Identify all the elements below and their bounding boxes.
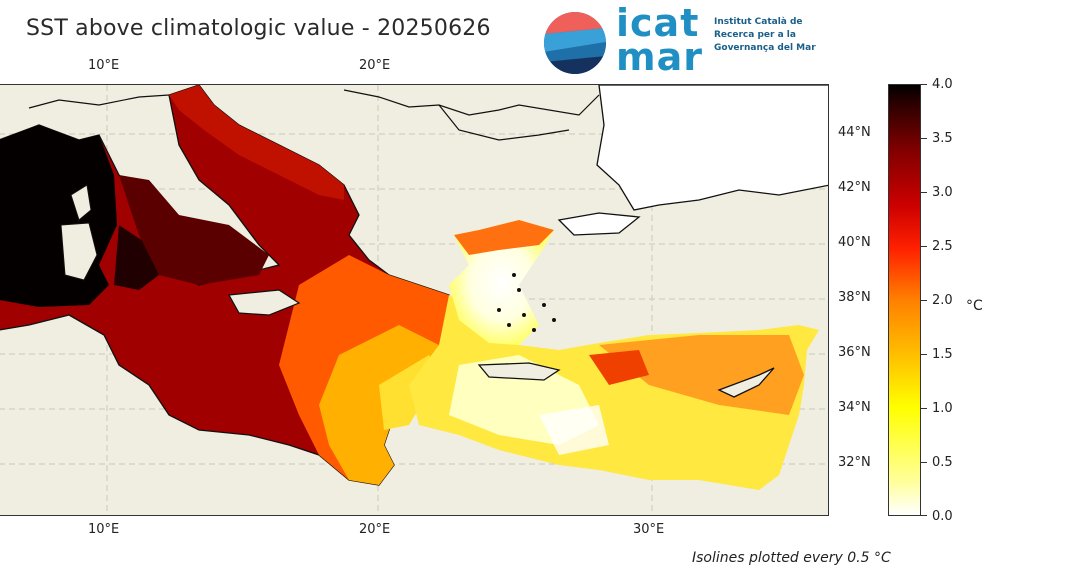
isoline-note: Isolines plotted every 0.5 °C	[692, 550, 891, 566]
icatmar-logo: icat mar Institut Català de Recerca per …	[544, 1, 834, 79]
map-svg	[0, 85, 828, 515]
logo-wordmark: icat mar	[616, 1, 703, 79]
lat-label: 44°N	[838, 125, 871, 140]
colorbar-tick	[921, 300, 927, 301]
colorbar-label: 2.0	[932, 293, 953, 308]
colorbar-label: 2.5	[932, 239, 953, 254]
crete	[477, 362, 561, 381]
lon-label-top: 20°E	[359, 58, 391, 73]
colorbar-label: 4.0	[932, 77, 953, 92]
logo-subtitle-line: Institut Català de	[714, 17, 803, 27]
colorbar-label: 3.5	[932, 131, 953, 146]
lat-label: 40°N	[838, 235, 871, 250]
colorbar-tick	[921, 192, 927, 193]
colorbar-tick	[921, 354, 927, 355]
colorbar-tick	[921, 138, 927, 139]
sst-anomaly-map	[0, 84, 829, 516]
colorbar	[888, 84, 921, 516]
colorbar-label: 0.5	[932, 455, 953, 470]
lon-label-top: 10°E	[88, 58, 120, 73]
coastlines	[28, 89, 600, 141]
logo-word-mar: mar	[616, 35, 703, 79]
chart-title: SST above climatologic value - 20250626	[26, 16, 491, 41]
logo-subtitle: Institut Català de Recerca per a la Gove…	[714, 16, 816, 55]
logo-subtitle-line: Governança del Mar	[714, 43, 816, 53]
cyprus	[717, 367, 775, 398]
lon-label-bottom: 30°E	[633, 522, 665, 537]
lon-label-bottom: 20°E	[359, 522, 391, 537]
colorbar-tick	[921, 246, 927, 247]
colorbar-tick	[921, 408, 927, 409]
lat-label: 36°N	[838, 345, 871, 360]
colorbar-tick	[921, 515, 927, 516]
colorbar-label: 1.0	[932, 401, 953, 416]
lat-label: 32°N	[838, 455, 871, 470]
colorbar-label: 1.5	[932, 347, 953, 362]
colorbar-unit: °C	[966, 298, 983, 314]
colorbar-tick	[921, 462, 927, 463]
colorbar-label: 3.0	[932, 185, 953, 200]
logo-emblem-icon	[544, 12, 606, 74]
logo-word-icat: icat	[616, 1, 700, 45]
colorbar-tick	[921, 84, 927, 85]
lat-label: 38°N	[838, 290, 871, 305]
colorbar-label: 0.0	[932, 509, 953, 524]
lat-label: 42°N	[838, 180, 871, 195]
logo-subtitle-line: Recerca per a la	[714, 30, 796, 40]
aegean-islands	[497, 273, 556, 332]
black-sea	[596, 85, 828, 211]
lon-label-bottom: 10°E	[88, 522, 120, 537]
lat-label: 34°N	[838, 400, 871, 415]
